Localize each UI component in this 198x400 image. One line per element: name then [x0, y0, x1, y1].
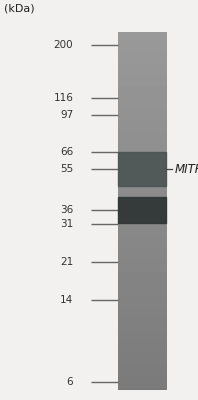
Text: 66: 66 — [60, 147, 73, 157]
Text: 55: 55 — [60, 164, 73, 174]
Text: MITF: MITF — [174, 163, 198, 176]
Text: 31: 31 — [60, 219, 73, 229]
Text: 200: 200 — [54, 40, 73, 50]
Text: 6: 6 — [67, 377, 73, 387]
Text: 116: 116 — [53, 93, 73, 103]
Text: 14: 14 — [60, 296, 73, 306]
Text: (kDa): (kDa) — [5, 4, 35, 14]
Text: 36: 36 — [60, 205, 73, 215]
Text: 97: 97 — [60, 110, 73, 120]
Text: 21: 21 — [60, 256, 73, 266]
